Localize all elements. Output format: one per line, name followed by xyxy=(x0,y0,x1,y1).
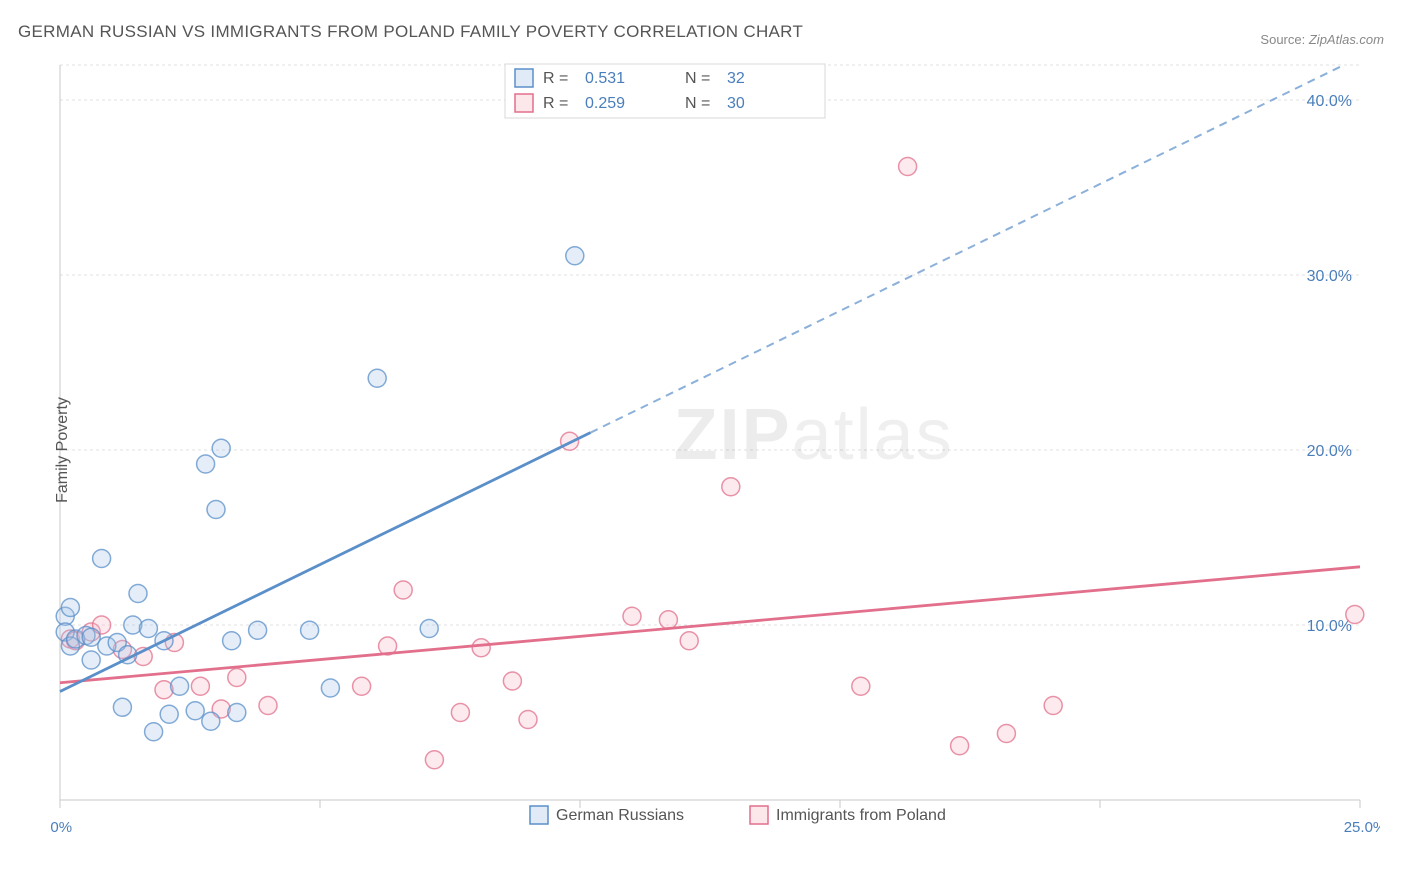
data-point-series-b xyxy=(623,607,641,625)
chart-area: Family Poverty 0.0% 25.0% 10.0% 20.0% 30.0% 4… xyxy=(50,60,1380,840)
y-tick-label: 30.0% xyxy=(1307,268,1352,285)
data-point-series-b xyxy=(503,672,521,690)
data-point-series-a xyxy=(207,501,225,519)
data-point-series-a xyxy=(566,247,584,265)
data-point-series-a xyxy=(61,599,79,617)
stats-n-label: N = xyxy=(685,95,710,112)
data-point-series-a xyxy=(368,369,386,387)
data-point-series-b xyxy=(1346,606,1364,624)
data-point-series-a xyxy=(301,621,319,639)
y-axis-label: Family Poverty xyxy=(54,397,72,503)
data-point-series-b xyxy=(259,697,277,715)
data-point-series-b xyxy=(852,677,870,695)
data-point-series-a xyxy=(197,455,215,473)
data-point-series-b xyxy=(659,611,677,629)
data-point-series-b xyxy=(1044,697,1062,715)
y-tick-label: 20.0% xyxy=(1307,443,1352,460)
y-tick-label: 40.0% xyxy=(1307,93,1352,110)
x-tick-label: 0.0% xyxy=(50,819,72,836)
stats-n-value: 30 xyxy=(727,95,745,112)
stats-n-value: 32 xyxy=(727,70,745,87)
chart-title: GERMAN RUSSIAN VS IMMIGRANTS FROM POLAND… xyxy=(18,22,803,42)
data-point-series-a xyxy=(249,621,267,639)
source-value: ZipAtlas.com xyxy=(1309,32,1384,47)
data-point-series-a xyxy=(113,698,131,716)
legend-swatch xyxy=(750,806,768,824)
legend-label: German Russians xyxy=(556,807,684,824)
data-point-series-a xyxy=(223,632,241,650)
data-point-series-b xyxy=(951,737,969,755)
data-point-series-a xyxy=(145,723,163,741)
data-point-series-a xyxy=(139,620,157,638)
data-point-series-a xyxy=(129,585,147,603)
trendline-series-a-solid xyxy=(60,433,590,692)
data-point-series-b xyxy=(228,669,246,687)
y-tick-label: 10.0% xyxy=(1307,618,1352,635)
stats-swatch xyxy=(515,69,533,87)
data-point-series-a xyxy=(171,677,189,695)
legend-label: Immigrants from Poland xyxy=(776,807,946,824)
data-point-series-a xyxy=(202,712,220,730)
data-point-series-b xyxy=(899,158,917,176)
data-point-series-a xyxy=(186,702,204,720)
data-point-series-a xyxy=(160,705,178,723)
data-point-series-b xyxy=(394,581,412,599)
x-tick-label: 25.0% xyxy=(1344,819,1380,836)
data-point-series-b xyxy=(519,711,537,729)
trendline-series-a-dashed xyxy=(590,65,1343,433)
data-point-series-b xyxy=(451,704,469,722)
watermark: ZIPatlas xyxy=(674,395,954,475)
stats-r-label: R = xyxy=(543,95,568,112)
stats-r-value: 0.531 xyxy=(585,70,625,87)
data-point-series-b xyxy=(353,677,371,695)
stats-r-value: 0.259 xyxy=(585,95,625,112)
source-attribution: Source: ZipAtlas.com xyxy=(1260,32,1384,47)
data-point-series-a xyxy=(321,679,339,697)
data-point-series-a xyxy=(420,620,438,638)
data-point-series-a xyxy=(212,439,230,457)
stats-r-label: R = xyxy=(543,70,568,87)
stats-swatch xyxy=(515,94,533,112)
data-point-series-b xyxy=(472,639,490,657)
stats-n-label: N = xyxy=(685,70,710,87)
data-point-series-b xyxy=(997,725,1015,743)
data-point-series-b xyxy=(722,478,740,496)
scatter-chart: 0.0% 25.0% 10.0% 20.0% 30.0% 40.0% ZIPatlas R =… xyxy=(50,60,1380,840)
data-point-series-a xyxy=(93,550,111,568)
data-point-series-a xyxy=(228,704,246,722)
data-point-series-b xyxy=(191,677,209,695)
data-point-series-b xyxy=(680,632,698,650)
data-point-series-b xyxy=(425,751,443,769)
data-point-series-a xyxy=(82,651,100,669)
source-label: Source: xyxy=(1260,32,1305,47)
legend-swatch xyxy=(530,806,548,824)
svg-text:ZIPatlas: ZIPatlas xyxy=(674,395,954,475)
